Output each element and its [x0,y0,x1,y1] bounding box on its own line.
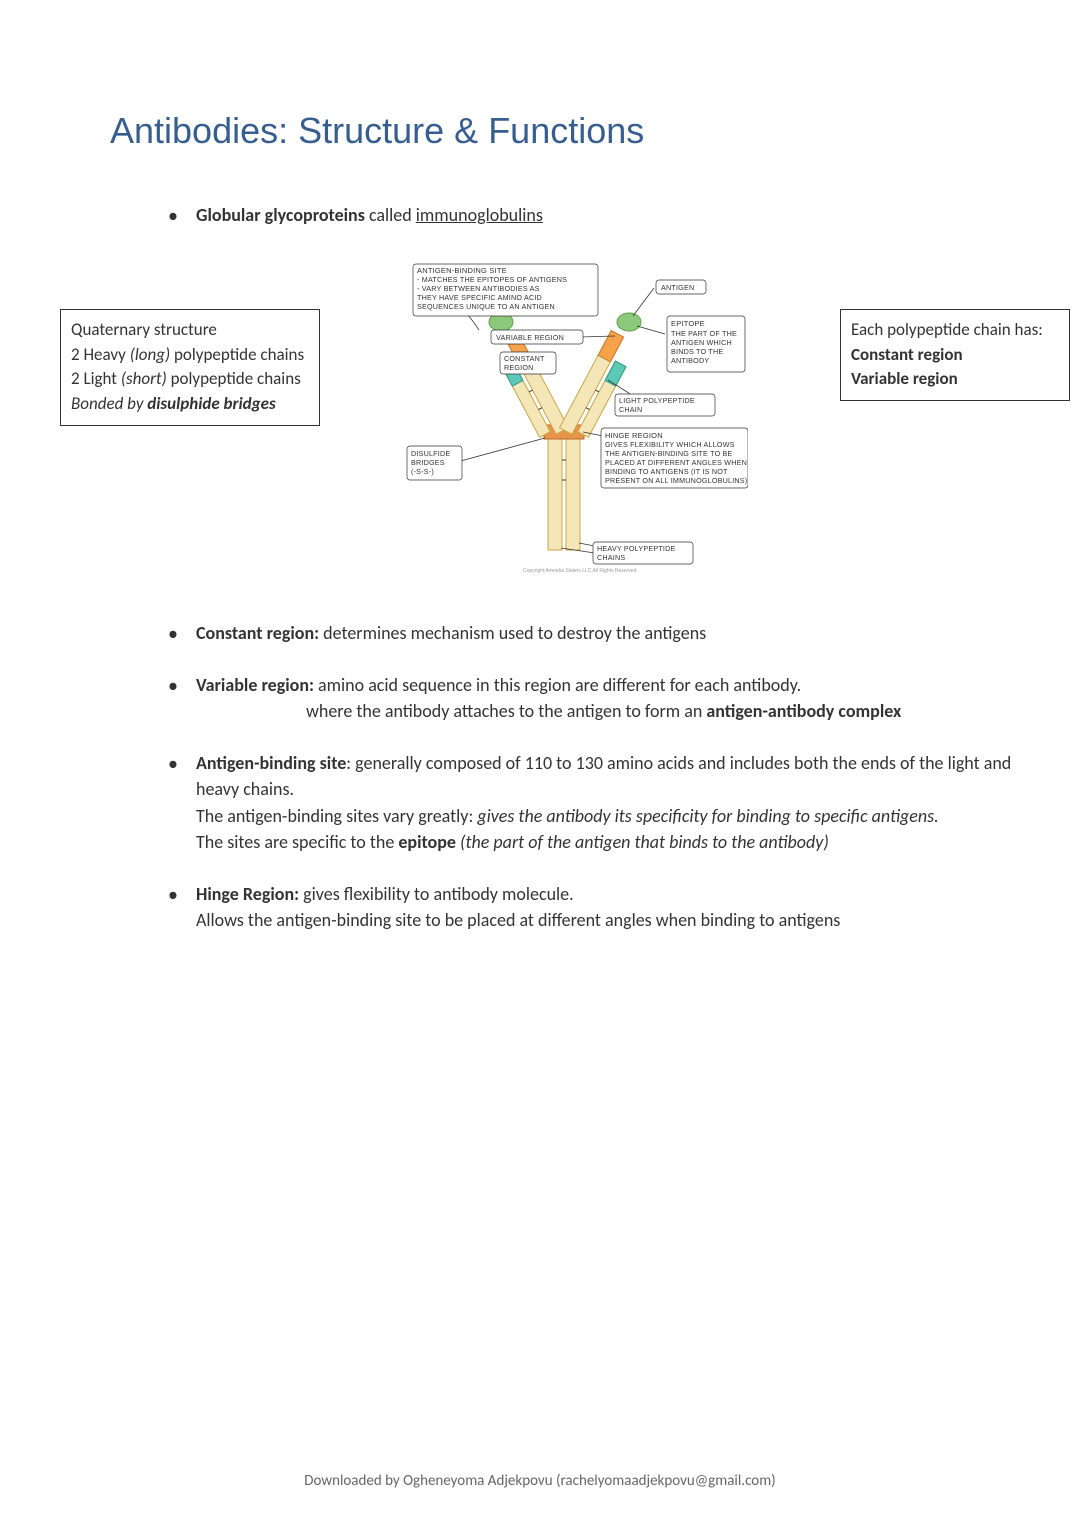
abs-l3a: The sites are specific to the [196,831,398,853]
diagram-row: Quaternary structure 2 Heavy (long) poly… [110,254,1020,620]
lbl-epi-1: THE PART OF THE [671,329,737,338]
leftbox-l3: 2 Light (short) polypeptide chains [71,367,309,392]
variable-l2b: antigen-antibody complex [706,700,901,722]
abs-l2i1: gives the antibody its [477,805,636,827]
variable-l1: amino acid sequence in this region are d… [314,674,801,696]
lbl-hinge-5: PRESENT ON ALL IMMUNOGLOBULINS) [605,476,747,485]
lbl-abs-3: THEY HAVE SPECIFIC AMINO ACID [417,293,542,302]
lbl-epi-4: ANTIBODY [671,356,709,365]
lbl-dis-2: BRIDGES [411,458,445,467]
leftbox-l4a: Bonded by [71,393,147,414]
leftbox-l1: Quaternary structure [71,318,309,343]
leftbox-l3a: 2 Light [71,368,121,389]
left-side-box: Quaternary structure 2 Heavy (long) poly… [60,309,320,426]
lbl-varreg: VARIABLE REGION [496,333,564,342]
hinge-l1: gives flexibility to antibody molecule. [299,883,574,905]
leftbox-l2b: polypeptide chains [170,344,304,365]
abs-l2i2: for binding to [708,805,815,827]
intro-underlined: immunoglobulins [416,204,543,226]
rightbox-l1: Each polypeptide chain has: [851,318,1059,343]
leftbox-l3i: (short) [121,368,167,389]
hinge-l2: Allows the antigen-binding site to be pl… [196,909,840,931]
page-footer: Downloaded by Ogheneyoma Adjekpovu (rach… [0,1472,1080,1490]
lbl-abs-1: - MATCHES THE EPITOPES OF ANTIGENS [417,275,567,284]
rightbox-l2: Constant region [851,343,1059,368]
abs-boldB: -binding site [254,752,346,774]
abs-l2spec: specificity [636,805,708,827]
right-side-box: Each polypeptide chain has: Constant reg… [840,309,1070,401]
lbl-antigen: ANTIGEN [661,283,694,292]
lbl-hinge-4: BINDING TO ANTIGENS (IT IS NOT [605,467,728,476]
page-title: Antibodies: Structure & Functions [110,110,1020,152]
bullet-hinge: Hinge Region: gives flexibility to antib… [168,881,1020,933]
bullet-variable: Variable region: amino acid sequence in … [168,672,1020,724]
variable-l2: where the antibody attaches to the antig… [196,698,1020,724]
leftbox-l4b: disulphide bridges [147,393,275,414]
bullet-constant: Constant region: determines mechanism us… [168,620,1020,646]
lbl-hinge-1: GIVES FLEXIBILITY WHICH ALLOWS [605,440,735,449]
constant-bold: Constant region: [196,622,319,644]
body-bullets: Constant region: determines mechanism us… [110,620,1020,933]
lbl-light-1: LIGHT POLYPEPTIDE [619,396,695,405]
leftbox-l4: Bonded by disulphide bridges [71,392,309,417]
lbl-hinge-3: PLACED AT DIFFERENT ANGLES WHEN [605,458,747,467]
abs-boldA: Antigen [196,752,254,774]
intro-list: Globular glycoproteins called immunoglob… [110,202,1020,228]
lbl-const-2: REGION [504,363,534,372]
bullet-abs: Antigen-binding site: generally composed… [168,750,1020,854]
rightbox-l3: Variable region [851,367,1059,392]
lbl-heavy-1: HEAVY POLYPEPTIDE [597,544,676,553]
abs-l3i: (the part of the antigen that binds to t… [456,831,829,853]
abs-l3b: epitope [398,831,456,853]
intro-mid: called [365,204,416,226]
antibody-diagram: ANTIGEN-BINDING SITE - MATCHES THE EPITO… [383,260,748,590]
lbl-abs-4: SEQUENCES UNIQUE TO AN ANTIGEN [417,302,555,311]
antibody-svg: ANTIGEN-BINDING SITE - MATCHES THE EPITO… [383,260,748,590]
lbl-dis-1: DISULFIDE [411,449,450,458]
leftbox-l2: 2 Heavy (long) polypeptide chains [71,343,309,368]
intro-bold: Globular glycoproteins [196,204,365,226]
lbl-hinge-2: THE ANTIGEN-BINDING SITE TO BE [605,449,733,458]
hinge-bold: Hinge Region: [196,883,299,905]
intro-bullet: Globular glycoproteins called immunoglob… [168,202,1020,228]
constant-text: determines mechanism used to destroy the… [319,622,706,644]
leftbox-l2a: 2 Heavy [71,344,130,365]
lbl-abs-title: ANTIGEN-BINDING SITE [417,266,507,275]
variable-bold: Variable region: [196,674,314,696]
lbl-const-1: CONSTANT [504,354,545,363]
lbl-heavy-2: CHAINS [597,553,625,562]
abs-l2i3: specific antigens. [814,805,939,827]
abs-l2a: The antigen-binding sites vary [196,805,418,827]
leftbox-l3b: polypeptide chains [167,368,301,389]
lbl-epi-2: ANTIGEN WHICH [671,338,732,347]
lbl-light-2: CHAIN [619,405,642,414]
lbl-epi-3: BINDS TO THE [671,347,723,356]
leftbox-l2i: (long) [130,344,170,365]
lbl-copyright: Copyright Amoeba Sisters LLC All Rights … [523,568,637,574]
lbl-dis-3: (-S-S-) [411,467,434,476]
lbl-epi-title: EPITOPE [671,319,705,328]
lbl-abs-2: - VARY BETWEEN ANTIBODIES AS [417,284,540,293]
abs-l2b: : [468,805,477,827]
variable-l2a: where the antibody attaches to the antig… [306,700,706,722]
lbl-hinge-title: HINGE REGION [605,431,663,440]
abs-l2greatly: greatly [418,805,468,827]
